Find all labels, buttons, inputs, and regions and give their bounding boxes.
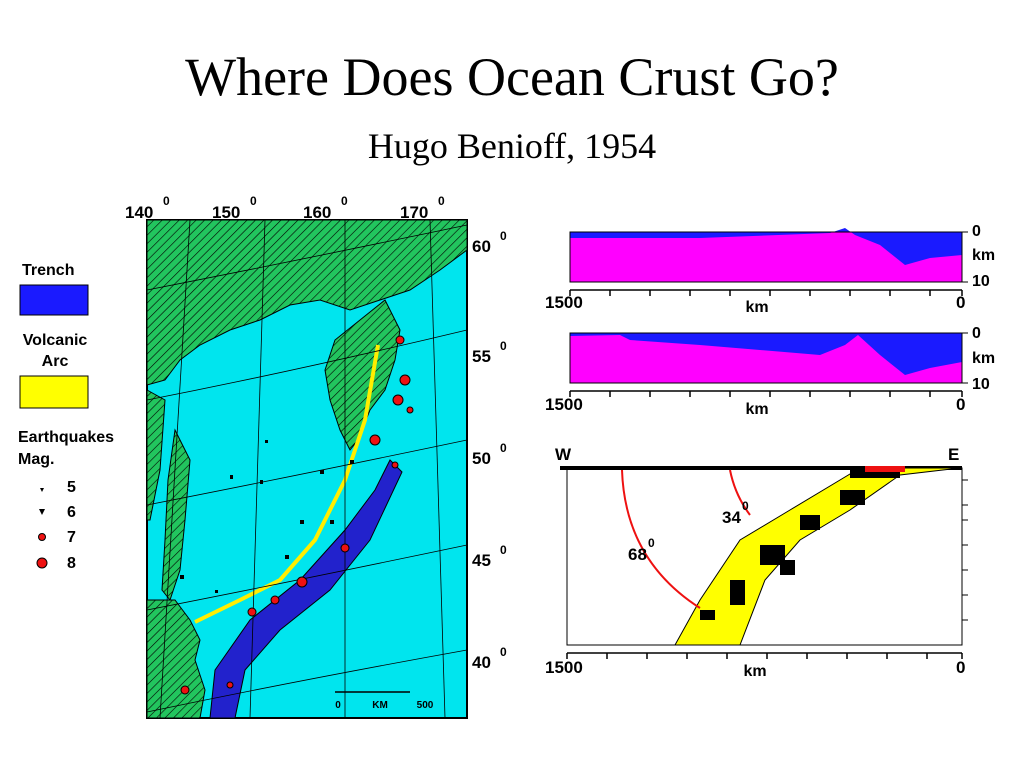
lat-label: 55 bbox=[472, 347, 491, 366]
legend-label: Trench bbox=[22, 262, 74, 279]
ticks bbox=[569, 289, 963, 296]
degree: 0 bbox=[742, 499, 749, 513]
degree: 0 bbox=[648, 536, 655, 550]
scale-label: 0 bbox=[335, 700, 341, 711]
angle-arc bbox=[621, 469, 701, 609]
magnitude: 7 bbox=[67, 529, 76, 546]
ticks bbox=[569, 390, 963, 397]
depth-label: 0 bbox=[972, 325, 981, 342]
distance-label: 0 bbox=[956, 395, 965, 414]
arc-swatch bbox=[19, 375, 89, 409]
scale-label: 500 bbox=[417, 700, 434, 711]
frame bbox=[569, 332, 963, 384]
distance-label: 1500 bbox=[545, 658, 583, 677]
cross-section: W E 34 0 68 0 1500 km 0 bbox=[545, 445, 968, 680]
lat-label: 40 bbox=[472, 653, 491, 672]
degree: 0 bbox=[341, 194, 348, 208]
legend-label: Volcanic bbox=[23, 332, 88, 349]
water bbox=[570, 333, 962, 375]
legend-label: Mag. bbox=[18, 451, 54, 468]
magnitude: 5 bbox=[67, 479, 76, 496]
depth-label: 0 bbox=[972, 223, 981, 240]
lon-label: 140 bbox=[125, 203, 153, 222]
depth-label: 10 bbox=[972, 376, 990, 393]
degree: 0 bbox=[163, 194, 170, 208]
degree: 0 bbox=[500, 229, 507, 243]
volcanic-arc bbox=[194, 344, 380, 624]
legend-label: Earthquakes bbox=[18, 429, 114, 446]
direction-label: W bbox=[555, 445, 572, 464]
legend-label: Arc bbox=[42, 353, 69, 370]
quakes bbox=[180, 335, 414, 695]
profile: 0 km 10 1500 km 0 bbox=[545, 325, 995, 418]
ticks bbox=[962, 231, 968, 283]
direction-label: E bbox=[948, 445, 959, 464]
magnitude: 6 bbox=[67, 504, 76, 521]
quake-symbol bbox=[40, 488, 44, 492]
angle-label: 34 bbox=[722, 508, 741, 527]
degree: 0 bbox=[500, 441, 507, 455]
distance-label: km bbox=[745, 401, 768, 418]
mainland bbox=[146, 389, 166, 521]
degree: 0 bbox=[500, 645, 507, 659]
trench-swatch bbox=[19, 284, 89, 316]
lon-label: 150 bbox=[212, 203, 240, 222]
degree: 0 bbox=[250, 194, 257, 208]
magnitude: 8 bbox=[67, 555, 76, 572]
ticks bbox=[566, 652, 963, 659]
lon-label: 170 bbox=[400, 203, 428, 222]
shallow-quakes bbox=[865, 466, 905, 472]
kamchatka bbox=[324, 299, 401, 451]
quake-symbol bbox=[39, 509, 45, 515]
depth-label: km bbox=[972, 247, 995, 264]
ticks bbox=[962, 332, 968, 384]
profile: 0 km 10 1500 km 0 bbox=[545, 223, 995, 316]
angle-label: 68 bbox=[628, 545, 647, 564]
quake-symbol bbox=[36, 557, 48, 569]
degree: 0 bbox=[438, 194, 445, 208]
map: 0 KM 500 bbox=[146, 219, 468, 719]
lon-label: 160 bbox=[303, 203, 331, 222]
degree: 0 bbox=[500, 543, 507, 557]
quake-symbol bbox=[38, 533, 46, 541]
scale-label: KM bbox=[372, 700, 388, 711]
water bbox=[570, 228, 962, 265]
distance-label: 0 bbox=[956, 293, 965, 312]
distance-label: km bbox=[743, 663, 766, 680]
distance-label: 1500 bbox=[545, 293, 583, 312]
distance-label: 0 bbox=[956, 658, 965, 677]
map-labels: 140 0 150 0 160 0 170 0 60 0 55 0 50 0 45 0 40 0 bbox=[125, 194, 507, 672]
depth-label: km bbox=[972, 350, 995, 367]
distance-label: km bbox=[745, 299, 768, 316]
trench bbox=[209, 459, 403, 719]
ticks bbox=[962, 479, 968, 621]
lat-label: 50 bbox=[472, 449, 491, 468]
asia bbox=[146, 219, 468, 386]
lat-label: 60 bbox=[472, 237, 491, 256]
angle-arc bbox=[729, 469, 751, 516]
distance-label: 1500 bbox=[545, 395, 583, 414]
lat-label: 45 bbox=[472, 551, 491, 570]
hypocenters bbox=[700, 466, 900, 620]
frame bbox=[569, 231, 963, 283]
depth-label: 10 bbox=[972, 273, 990, 290]
quakes-small bbox=[180, 440, 354, 593]
subtitle: Hugo Benioff, 1954 bbox=[368, 126, 656, 166]
legend: Trench Volcanic Arc Earthquakes Mag. 5 6… bbox=[18, 262, 114, 572]
degree: 0 bbox=[500, 339, 507, 353]
slab bbox=[674, 467, 961, 646]
title: Where Does Ocean Crust Go? bbox=[185, 47, 839, 107]
